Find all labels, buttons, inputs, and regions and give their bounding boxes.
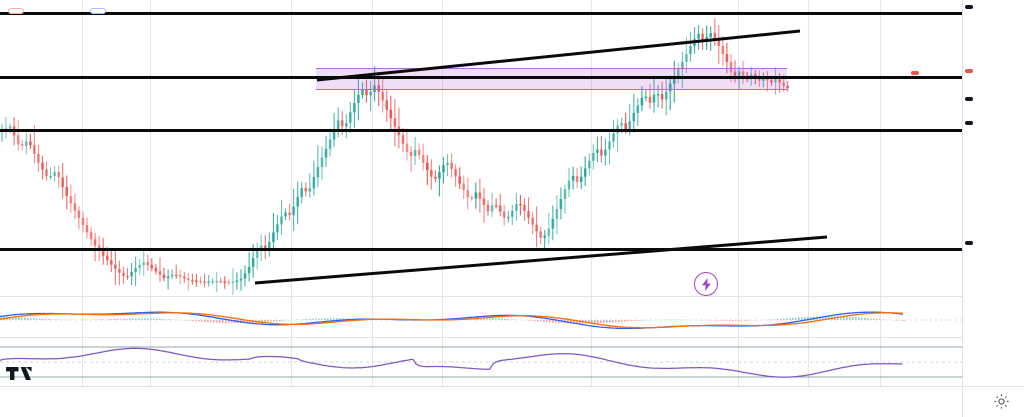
macd-histogram-bar bbox=[132, 319, 134, 321]
rsi-legend[interactable] bbox=[3, 341, 21, 353]
price-tag-122705[interactable] bbox=[965, 121, 973, 125]
alert-icon[interactable] bbox=[694, 272, 718, 296]
macd-histogram-bar bbox=[492, 318, 494, 320]
macd-histogram-bar bbox=[642, 320, 644, 321]
macd-histogram-bar bbox=[168, 319, 170, 320]
price-tag-118534[interactable] bbox=[965, 241, 973, 245]
macd-histogram-bar bbox=[897, 320, 899, 321]
macd-histogram-bar bbox=[318, 319, 320, 321]
rsi-plot bbox=[0, 338, 962, 386]
last-price-tag[interactable] bbox=[965, 69, 973, 73]
axis-separator bbox=[962, 387, 963, 417]
macd-histogram-bar bbox=[507, 319, 509, 320]
time-axis[interactable] bbox=[0, 386, 1024, 417]
tradingview-logo[interactable] bbox=[6, 366, 36, 384]
price-tag-126596[interactable] bbox=[965, 5, 973, 9]
macd-histogram-bar bbox=[333, 318, 335, 320]
macd-histogram-bar bbox=[192, 320, 194, 321]
price-axis[interactable] bbox=[962, 0, 1024, 386]
macd-histogram-bar bbox=[723, 320, 725, 321]
macd-histogram-bar bbox=[273, 320, 275, 322]
macd-histogram-bar bbox=[783, 319, 785, 321]
macd-pane[interactable] bbox=[0, 297, 962, 337]
macd-histogram-bar bbox=[777, 319, 779, 320]
macd-histogram-bar bbox=[903, 320, 905, 321]
price-pane[interactable] bbox=[0, 0, 962, 296]
macd-histogram-bar bbox=[312, 319, 314, 320]
macd-histogram-bar bbox=[738, 320, 740, 321]
macd-histogram-bar bbox=[282, 320, 284, 321]
macd-histogram-bar bbox=[747, 320, 749, 321]
trendline-group[interactable] bbox=[0, 0, 962, 296]
macd-histogram-bar bbox=[618, 320, 620, 322]
macd-histogram-bar bbox=[852, 317, 854, 320]
macd-histogram-bar bbox=[792, 318, 794, 320]
macd-histogram-bar bbox=[102, 319, 104, 320]
macd-histogram-bar bbox=[537, 320, 539, 321]
price-tag-124371[interactable] bbox=[965, 97, 973, 101]
macd-histogram-bar bbox=[603, 320, 605, 323]
macd-histogram-bar bbox=[207, 320, 209, 322]
lightning-bolt-icon bbox=[701, 278, 712, 291]
macd-histogram-bar bbox=[873, 319, 875, 320]
chart-settings-button[interactable] bbox=[993, 393, 1010, 415]
macd-histogram-bar bbox=[594, 320, 596, 323]
macd-histogram-bar bbox=[498, 319, 500, 321]
symbol-badge[interactable] bbox=[911, 71, 919, 75]
macd-histogram-bar bbox=[867, 318, 869, 320]
upper-ascending-trendline[interactable] bbox=[317, 31, 800, 80]
macd-histogram-bar bbox=[57, 320, 59, 321]
macd-histogram-bar bbox=[528, 320, 530, 321]
macd-plot bbox=[0, 297, 962, 337]
macd-histogram-bar bbox=[552, 320, 554, 323]
macd-histogram-bar bbox=[633, 320, 635, 321]
rsi-line bbox=[0, 348, 902, 377]
macd-histogram-bar bbox=[858, 318, 860, 321]
macd-histogram-bar bbox=[222, 320, 224, 323]
macd-histogram-bar bbox=[882, 320, 884, 321]
macd-histogram-bar bbox=[513, 319, 515, 320]
macd-histogram-bar bbox=[627, 320, 629, 321]
tradingview-mark-icon bbox=[6, 366, 32, 384]
macd-histogram-bar bbox=[138, 318, 140, 320]
macd-histogram-bar bbox=[303, 319, 305, 320]
macd-histogram-bar bbox=[612, 320, 614, 323]
bid-price-box[interactable] bbox=[8, 8, 24, 14]
macd-histogram-bar bbox=[42, 319, 44, 320]
macd-histogram-bar bbox=[798, 317, 800, 320]
macd-legend[interactable] bbox=[3, 302, 24, 314]
macd-histogram-bar bbox=[543, 320, 545, 322]
ask-price-box[interactable] bbox=[90, 8, 106, 14]
macd-histogram-bar bbox=[18, 317, 20, 320]
rsi-pane[interactable] bbox=[0, 338, 962, 386]
macd-histogram-bar bbox=[843, 317, 845, 320]
macd-histogram-bar bbox=[48, 319, 50, 320]
macd-histogram-bar bbox=[213, 320, 215, 323]
macd-histogram-bar bbox=[267, 320, 269, 322]
macd-histogram-bar bbox=[732, 320, 734, 321]
gear-icon bbox=[993, 393, 1010, 410]
macd-histogram-bar bbox=[147, 319, 149, 321]
macd-histogram-bar bbox=[33, 318, 35, 320]
lower-ascending-trendline[interactable] bbox=[255, 237, 827, 283]
macd-histogram-bar bbox=[153, 319, 155, 320]
macd-histogram-bar bbox=[597, 320, 599, 323]
macd-histogram-bar bbox=[123, 319, 125, 320]
macd-histogram-bar bbox=[717, 320, 719, 321]
macd-histogram-bar bbox=[162, 319, 164, 320]
macd-histogram-bar bbox=[327, 318, 329, 320]
macd-histogram-bar bbox=[198, 320, 200, 322]
macd-histogram-bar bbox=[117, 319, 119, 320]
macd-histogram-bar bbox=[108, 319, 110, 320]
macd-histogram-bar bbox=[27, 318, 29, 320]
